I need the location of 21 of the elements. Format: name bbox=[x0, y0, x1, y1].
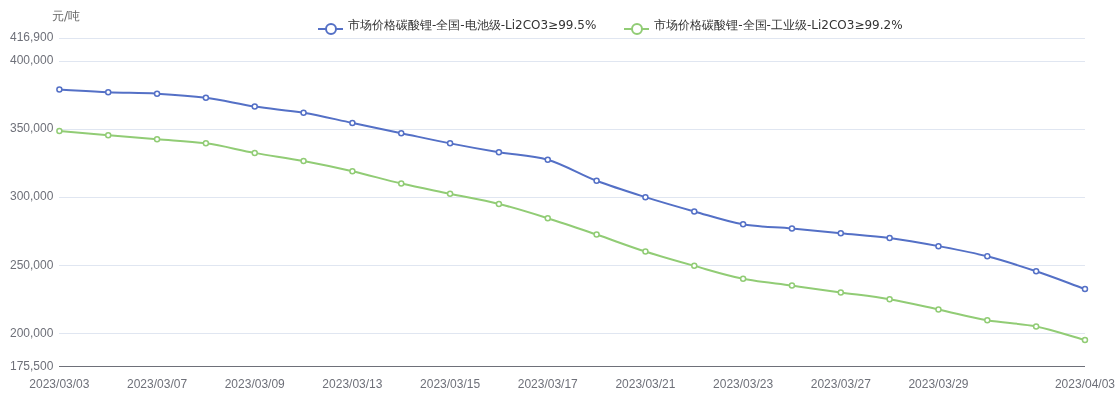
y-tick-label: 300,000 bbox=[9, 189, 54, 204]
legend-label: 市场价格碳酸锂-全国-电池级-Li2CO3≥99.5% bbox=[348, 18, 597, 32]
y-tick-label: 400,000 bbox=[9, 53, 54, 68]
x-tick-label: 2023/04/03 bbox=[1054, 377, 1116, 392]
y-axis-title: 元/吨 bbox=[52, 8, 81, 25]
x-tick-label: 2023/03/09 bbox=[224, 377, 286, 392]
x-tick-label: 2023/03/17 bbox=[517, 377, 579, 392]
x-tick-label: 2023/03/29 bbox=[908, 377, 969, 392]
y-tick-label: 175,500 bbox=[9, 358, 54, 373]
y-tick-label: 350,000 bbox=[9, 121, 54, 136]
x-tick-label: 2023/03/27 bbox=[810, 377, 872, 392]
y-tick-label: 200,000 bbox=[9, 325, 54, 340]
x-tick-label: 2023/03/23 bbox=[713, 377, 774, 392]
y-tick-label: 416,900 bbox=[9, 30, 54, 45]
x-tick-label: 2023/03/15 bbox=[420, 377, 481, 392]
x-tick-label: 2023/03/21 bbox=[615, 377, 676, 392]
x-tick-label: 2023/03/13 bbox=[322, 377, 383, 392]
x-tick-label: 2023/03/03 bbox=[29, 377, 90, 392]
x-tick-label: 2023/03/07 bbox=[127, 377, 188, 392]
y-tick-label: 250,000 bbox=[9, 257, 54, 272]
legend-label: 市场价格碳酸锂-全国-工业级-Li2CO3≥99.2% bbox=[654, 18, 903, 32]
